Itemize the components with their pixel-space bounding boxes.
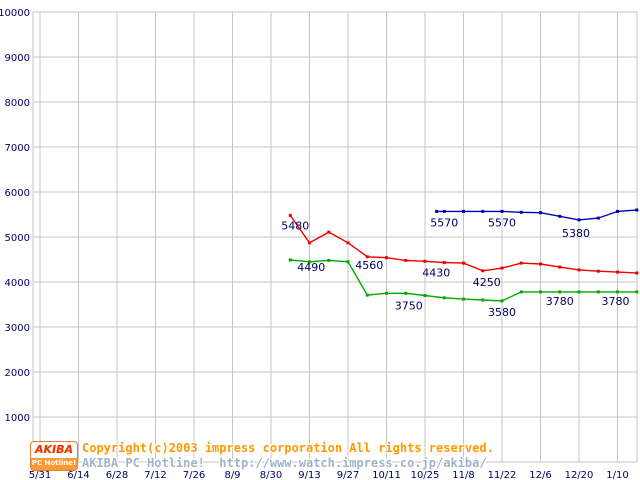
svg-text:12/6: 12/6 (529, 470, 551, 480)
svg-text:5570: 5570 (430, 216, 458, 229)
svg-text:9/13: 9/13 (298, 470, 320, 480)
svg-text:4000: 4000 (5, 278, 30, 289)
svg-text:7/12: 7/12 (144, 470, 166, 480)
svg-text:4430: 4430 (422, 267, 450, 280)
svg-text:3580: 3580 (488, 306, 516, 319)
svg-text:3000: 3000 (5, 323, 30, 334)
logo-title-text: AKIBA (34, 443, 74, 456)
svg-text:7/26: 7/26 (183, 470, 205, 480)
svg-text:9000: 9000 (5, 53, 30, 64)
akiba-pc-hotline-logo: AKIBA PC Hotline! (30, 441, 78, 471)
svg-text:4490: 4490 (297, 261, 325, 274)
svg-text:9/27: 9/27 (337, 470, 359, 480)
svg-text:4250: 4250 (473, 276, 501, 289)
svg-text:6/14: 6/14 (67, 470, 89, 480)
svg-text:3780: 3780 (602, 295, 630, 308)
svg-text:1000: 1000 (5, 413, 30, 424)
logo-subtitle-text: PC Hotline! (31, 458, 77, 470)
svg-text:3750: 3750 (395, 299, 423, 312)
svg-text:4560: 4560 (355, 259, 383, 272)
svg-text:10000: 10000 (0, 8, 30, 19)
svg-text:10/11: 10/11 (372, 470, 401, 480)
svg-text:5/31: 5/31 (29, 470, 51, 480)
site-url-text: AKIBA PC Hotline! http://www.watch.impre… (82, 456, 487, 470)
svg-text:5000: 5000 (5, 233, 30, 244)
svg-text:5480: 5480 (281, 219, 309, 232)
svg-text:5570: 5570 (488, 216, 516, 229)
svg-text:11/22: 11/22 (488, 470, 517, 480)
svg-text:8000: 8000 (5, 98, 30, 109)
svg-text:8/30: 8/30 (260, 470, 282, 480)
svg-text:11/8: 11/8 (452, 470, 474, 480)
svg-text:6/28: 6/28 (106, 470, 128, 480)
svg-text:8/9: 8/9 (224, 470, 240, 480)
svg-text:3780: 3780 (546, 295, 574, 308)
svg-text:12/20: 12/20 (565, 470, 594, 480)
svg-text:2000: 2000 (5, 368, 30, 379)
svg-text:5380: 5380 (562, 227, 590, 240)
copyright-text: Copyright(c)2003 impress corporation All… (82, 441, 494, 455)
svg-text:6000: 6000 (5, 188, 30, 199)
svg-text:10/25: 10/25 (411, 470, 440, 480)
svg-text:7000: 7000 (5, 143, 30, 154)
svg-text:1/10: 1/10 (606, 470, 628, 480)
